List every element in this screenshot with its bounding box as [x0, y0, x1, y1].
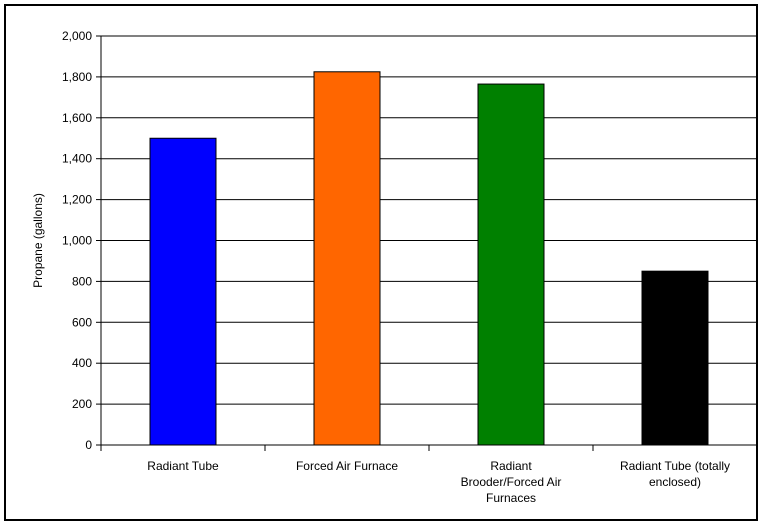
bar: [149, 137, 217, 446]
y-tick-label: 200: [72, 397, 92, 411]
bars: [149, 71, 709, 446]
x-category-label: Radiant Tube: [147, 459, 219, 473]
x-category-label: Radiant Tube (totally enclosed): [620, 459, 730, 489]
chart-frame: [4, 4, 758, 521]
bar: [313, 71, 381, 446]
y-axis-title: Propane (gallons): [31, 193, 45, 288]
y-tick-labels: 0 200 400 600 800 1,000 1,200 1,400 1,600 1,800 2,…: [62, 29, 92, 452]
y-tick-label: 1,400: [62, 152, 92, 166]
y-tick-label: 600: [72, 315, 92, 329]
axes: [96, 35, 758, 451]
y-tick-label: 800: [72, 274, 92, 288]
x-category-label: Radiant Brooder/Forced Air Furnaces: [461, 459, 562, 505]
y-tick-label: 1,800: [62, 70, 92, 84]
y-tick-label: 0: [85, 438, 92, 452]
y-tick-label: 1,600: [62, 111, 92, 125]
y-tick-label: 1,000: [62, 234, 92, 248]
y-tick-label: 1,200: [62, 193, 92, 207]
x-category-label: Forced Air Furnace: [296, 459, 398, 473]
y-tick-label: 2,000: [62, 29, 92, 43]
x-category-labels: Radiant Tube Forced Air Furnace Radiant Bro…: [147, 459, 730, 505]
y-tick-label: 400: [72, 356, 92, 370]
bar: [477, 83, 545, 446]
bar: [641, 270, 709, 446]
